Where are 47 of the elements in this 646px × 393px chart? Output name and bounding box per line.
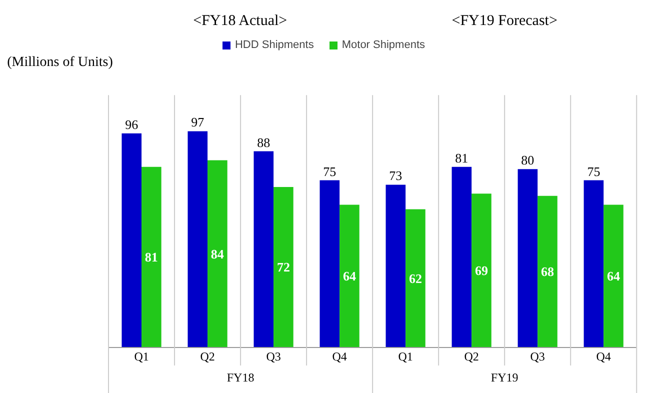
text: <FY18 Actual> [193,12,288,29]
data-label: 81 [455,150,468,166]
x-tick-label: Q4 [332,350,347,364]
data-label: 62 [408,270,422,286]
text: FY18 [226,370,254,384]
data-label: 68 [540,264,554,280]
x-tick-label: Q4 [596,350,611,364]
bar [604,204,624,348]
bar [538,196,558,348]
x-tick-label: Q2 [464,350,479,364]
text: FY19 [490,370,518,384]
bar [406,209,426,348]
bar [188,131,208,348]
x-tick-label: Q1 [398,350,413,364]
bar [122,133,142,348]
data-label: 97 [191,114,205,130]
legend-label: HDD Shipments [234,39,314,51]
bar [254,151,274,348]
text: <FY19 Forecast> [452,12,558,29]
bar [452,166,472,348]
data-label: 75 [323,164,336,179]
data-label: 81 [144,250,158,265]
bar [208,160,228,348]
data-label: 69 [474,263,488,278]
x-tick-label: Q3 [530,350,545,364]
data-label: 84 [210,246,224,262]
bar [274,186,294,348]
data-label: 96 [125,116,139,132]
data-label: 72 [276,260,290,275]
bar [518,169,538,348]
bar [320,180,340,348]
legend-label: Motor Shipments [342,39,426,51]
data-label: 73 [389,168,402,184]
bar [142,166,162,348]
bar [386,184,406,348]
data-label: 80 [521,152,534,168]
bar [340,204,360,348]
data-label: 88 [257,134,270,150]
data-label: 75 [587,164,600,179]
bar [584,180,604,348]
x-tick-label: Q1 [134,350,149,364]
y-axis-title: (Millions of Units) [7,55,114,70]
data-label: 64 [342,268,356,284]
x-tick-label: Q2 [200,350,215,364]
x-tick-label: Q3 [266,350,281,364]
bar [472,194,492,348]
data-label: 64 [606,268,620,284]
